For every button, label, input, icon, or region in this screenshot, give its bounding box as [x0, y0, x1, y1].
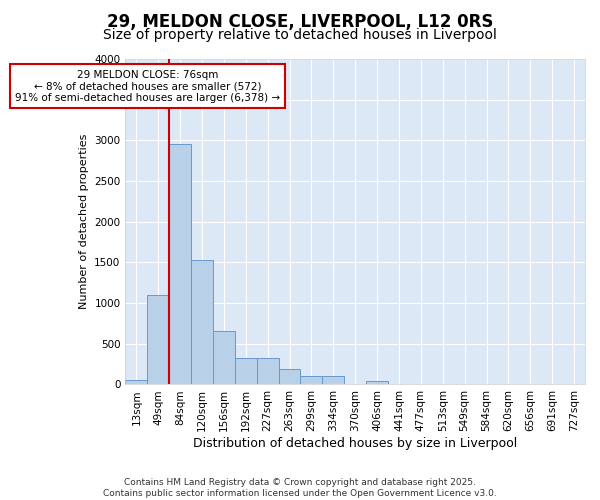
Bar	[301, 376, 322, 384]
Y-axis label: Number of detached properties: Number of detached properties	[79, 134, 89, 310]
Bar	[322, 376, 344, 384]
Text: 29, MELDON CLOSE, LIVERPOOL, L12 0RS: 29, MELDON CLOSE, LIVERPOOL, L12 0RS	[107, 12, 493, 30]
Text: Size of property relative to detached houses in Liverpool: Size of property relative to detached ho…	[103, 28, 497, 42]
Bar	[257, 358, 278, 384]
Bar	[169, 144, 191, 384]
X-axis label: Distribution of detached houses by size in Liverpool: Distribution of detached houses by size …	[193, 437, 517, 450]
Text: Contains HM Land Registry data © Crown copyright and database right 2025.
Contai: Contains HM Land Registry data © Crown c…	[103, 478, 497, 498]
Bar	[366, 381, 388, 384]
Bar	[213, 331, 235, 384]
Bar	[191, 260, 213, 384]
Bar	[235, 358, 257, 384]
Bar	[278, 369, 301, 384]
Bar	[125, 380, 148, 384]
Bar	[148, 295, 169, 384]
Text: 29 MELDON CLOSE: 76sqm
← 8% of detached houses are smaller (572)
91% of semi-det: 29 MELDON CLOSE: 76sqm ← 8% of detached …	[15, 70, 280, 103]
